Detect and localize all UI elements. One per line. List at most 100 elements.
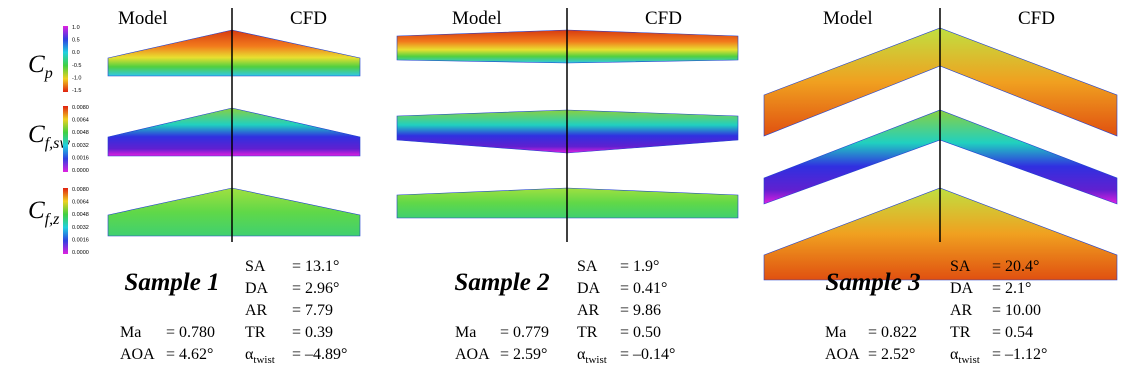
colorbar-tick: 0.0080 bbox=[72, 105, 89, 111]
param-symbol: SA bbox=[950, 258, 971, 275]
flow-name: AOA bbox=[825, 346, 860, 363]
colorbar-tick: 1.0 bbox=[72, 25, 80, 31]
colorbar-tick: 0.5 bbox=[72, 38, 80, 44]
param-value: = 2.1° bbox=[992, 280, 1031, 297]
param-symbol: AR bbox=[950, 302, 973, 319]
colorbar-tick: 0.0048 bbox=[72, 212, 89, 218]
param-symbol: SA bbox=[577, 258, 598, 275]
param-value: = 1.9° bbox=[620, 258, 659, 275]
param-name: DA bbox=[577, 280, 601, 297]
row-label-main: C bbox=[28, 197, 45, 224]
param-name: αtwist bbox=[245, 346, 275, 366]
param-value: = 2.96° bbox=[292, 280, 339, 297]
param-name: αtwist bbox=[950, 346, 980, 366]
panel-header: Model bbox=[452, 8, 502, 29]
param-symbol: DA bbox=[577, 280, 601, 297]
param-value: = 0.41° bbox=[620, 280, 667, 297]
param-name: TR bbox=[950, 324, 971, 341]
param-name: DA bbox=[950, 280, 974, 297]
param-symbol: TR bbox=[950, 324, 971, 341]
colorbar bbox=[63, 188, 68, 254]
colorbar-tick: 0.0000 bbox=[72, 250, 89, 256]
colorbar-tick: 0.0064 bbox=[72, 200, 89, 206]
param-name: SA bbox=[950, 258, 971, 275]
param-subscript: twist bbox=[958, 354, 979, 366]
panel-header: CFD bbox=[645, 8, 682, 29]
flow-value: = 0.822 bbox=[868, 324, 917, 341]
param-symbol: SA bbox=[245, 258, 266, 275]
sample-title: Sample 1 bbox=[124, 269, 219, 296]
colorbar-tick: 0.0048 bbox=[72, 130, 89, 136]
param-symbol: DA bbox=[950, 280, 974, 297]
param-symbol: AR bbox=[577, 302, 600, 319]
panel-header: Model bbox=[823, 8, 873, 29]
colorbar-tick: -1.0 bbox=[72, 75, 81, 81]
row-label: Cp bbox=[28, 51, 53, 82]
param-name: TR bbox=[245, 324, 266, 341]
param-name: AR bbox=[577, 302, 600, 319]
param-value: = 0.39 bbox=[292, 324, 333, 341]
param-name: DA bbox=[245, 280, 269, 297]
param-value: = –0.14° bbox=[620, 346, 675, 363]
flow-value: = 4.62° bbox=[166, 346, 213, 363]
row-label-main: C bbox=[28, 51, 45, 78]
param-value: = 10.00 bbox=[992, 302, 1041, 319]
param-symbol: DA bbox=[245, 280, 269, 297]
param-name: SA bbox=[577, 258, 598, 275]
param-symbol: TR bbox=[577, 324, 598, 341]
param-value: = 13.1° bbox=[292, 258, 339, 275]
colorbar-tick: -1.5 bbox=[72, 88, 81, 94]
param-value: = 20.4° bbox=[992, 258, 1039, 275]
panel-header: CFD bbox=[1018, 8, 1055, 29]
param-symbol: TR bbox=[245, 324, 266, 341]
param-value: = 9.86 bbox=[620, 302, 661, 319]
colorbar-tick: -0.5 bbox=[72, 63, 81, 69]
colorbar-tick: 0.0080 bbox=[72, 187, 89, 193]
wing-contour bbox=[107, 187, 361, 237]
flow-name: Ma bbox=[825, 324, 846, 341]
row-label-sub: p bbox=[44, 65, 53, 82]
param-symbol: AR bbox=[245, 302, 268, 319]
param-value: = –1.12° bbox=[992, 346, 1047, 363]
param-value: = –4.89° bbox=[292, 346, 347, 363]
param-name: SA bbox=[245, 258, 266, 275]
param-name: AR bbox=[950, 302, 973, 319]
param-symbol: α bbox=[245, 346, 254, 363]
row-label: Cf,z bbox=[28, 197, 60, 228]
param-name: AR bbox=[245, 302, 268, 319]
flow-value: = 0.779 bbox=[500, 324, 549, 341]
param-symbol: α bbox=[950, 346, 959, 363]
param-subscript: twist bbox=[585, 354, 606, 366]
param-symbol: α bbox=[577, 346, 586, 363]
colorbar-tick: 0.0016 bbox=[72, 155, 89, 161]
colorbar bbox=[63, 106, 68, 172]
flow-name: AOA bbox=[455, 346, 490, 363]
param-name: αtwist bbox=[577, 346, 607, 366]
param-value: = 0.50 bbox=[620, 324, 661, 341]
colorbar-tick: 0.0032 bbox=[72, 143, 89, 149]
sample-title: Sample 2 bbox=[454, 269, 549, 296]
row-label-main: C bbox=[28, 121, 45, 148]
flow-name: Ma bbox=[455, 324, 476, 341]
param-value: = 0.54 bbox=[992, 324, 1033, 341]
flow-name: AOA bbox=[120, 346, 155, 363]
flow-name: Ma bbox=[120, 324, 141, 341]
sample-title: Sample 3 bbox=[825, 269, 920, 296]
colorbar bbox=[63, 26, 68, 92]
colorbar-tick: 0.0 bbox=[72, 50, 80, 56]
wing-contour bbox=[107, 29, 361, 77]
row-label-sub: f,z bbox=[45, 211, 60, 228]
panel-header: Model bbox=[118, 8, 168, 29]
param-subscript: twist bbox=[253, 354, 274, 366]
colorbar-tick: 0.0016 bbox=[72, 237, 89, 243]
colorbar-tick: 0.0032 bbox=[72, 225, 89, 231]
colorbar-tick: 0.0064 bbox=[72, 118, 89, 124]
flow-value: = 2.52° bbox=[868, 346, 915, 363]
param-name: TR bbox=[577, 324, 598, 341]
colorbar-tick: 0.0000 bbox=[72, 168, 89, 174]
wing-contour bbox=[107, 107, 361, 157]
flow-value: = 0.780 bbox=[166, 324, 215, 341]
flow-value: = 2.59° bbox=[500, 346, 547, 363]
param-value: = 7.79 bbox=[292, 302, 333, 319]
